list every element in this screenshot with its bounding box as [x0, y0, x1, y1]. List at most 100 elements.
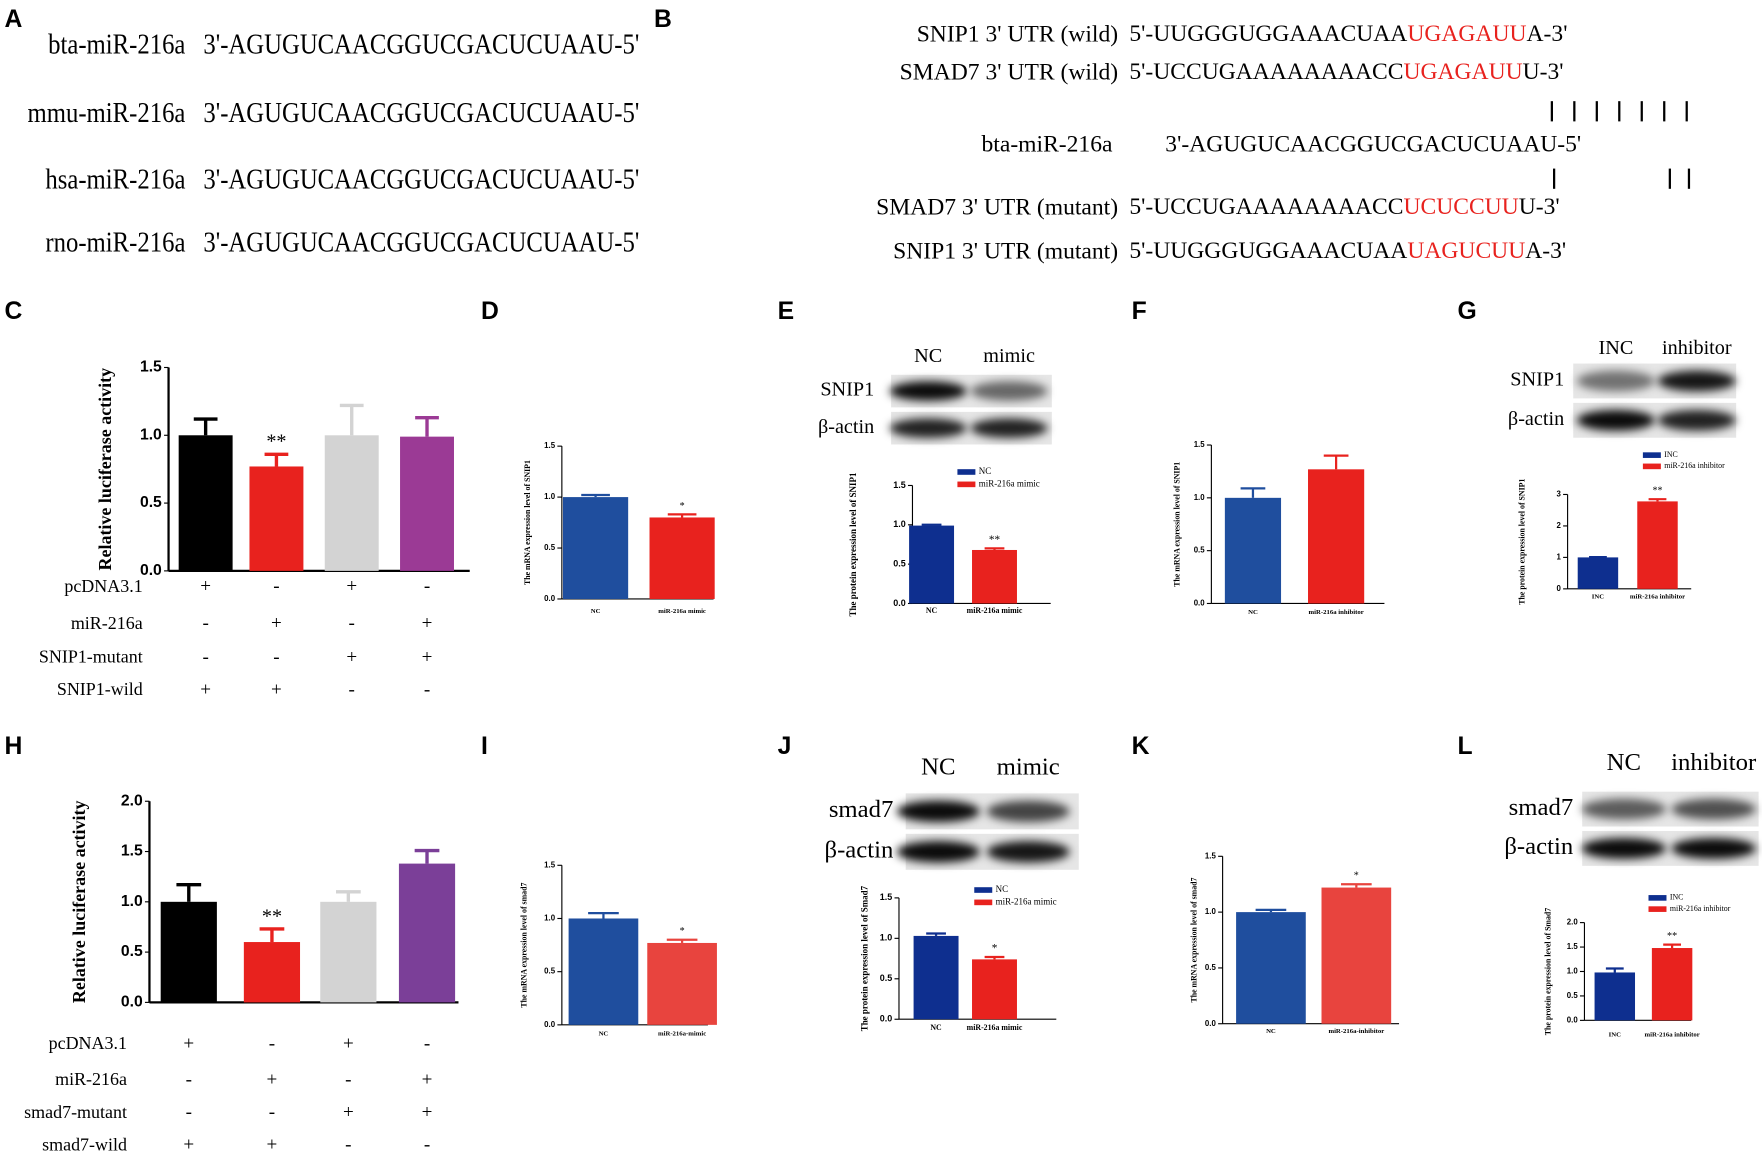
condition-sign: + [183, 1135, 194, 1153]
bar [1594, 972, 1636, 1021]
y-tick-label: 1.0 [140, 426, 162, 443]
condition-sign: + [346, 576, 357, 597]
utr-sequence: 5'-UUGGGUGGAAACUAAUAGUCUUA-3' [1129, 238, 1566, 264]
condition-sign: - [345, 1135, 351, 1153]
sequence-part: U-3' [1523, 60, 1564, 86]
condition-sign: + [271, 680, 282, 701]
blot-band [1657, 370, 1736, 392]
x-tick-label: miR-216a inhibitor [1645, 1032, 1700, 1039]
bar [972, 549, 1017, 604]
x-tick-label: miR-216a mimic [967, 1023, 1023, 1032]
bar [909, 525, 955, 604]
sequence-part: U-3' [1519, 194, 1560, 220]
seed-site: UGAGAUU [1403, 60, 1522, 86]
legend-swatch [957, 469, 976, 475]
y-tick-label: 0 [1556, 584, 1561, 593]
y-tick-label: 0.5 [880, 973, 892, 983]
legend-label: miR-216a inhibitor [1664, 461, 1725, 470]
y-tick-label: 0.0 [893, 598, 905, 608]
x-tick-label: miR-216a inhibitor [1630, 593, 1685, 600]
seed-site: UGAGAUU [1407, 21, 1526, 47]
y-tick-label: 0.5 [121, 943, 143, 960]
legend-label: INC [1670, 893, 1684, 902]
blot-band [970, 418, 1048, 438]
condition-sign: - [349, 613, 355, 634]
condition-sign: - [273, 647, 279, 668]
y-tick-label: 1.5 [544, 441, 556, 450]
legend-swatch [974, 887, 993, 893]
y-tick-label: 1.0 [1205, 907, 1217, 916]
y-tick-label: 1.5 [140, 359, 162, 376]
significance: * [1354, 871, 1359, 882]
condition-sign: - [349, 680, 355, 701]
y-tick-label: 3 [1556, 490, 1561, 499]
y-tick-label: 1.0 [893, 519, 905, 529]
x-tick-label: miR-216a inhibitor [1309, 609, 1364, 616]
y-tick-label: 1.0 [880, 933, 892, 943]
x-tick-label: miR-216a mimic [658, 608, 706, 615]
x-tick-label: NC [599, 1030, 609, 1037]
condition-sign: + [422, 613, 433, 634]
x-tick-label: INC [1609, 1032, 1621, 1039]
sequence-part: 5'-UUGGGUGGAAACUAA [1129, 21, 1407, 47]
y-tick-label: 1.0 [544, 492, 556, 501]
legend-label: miR-216a mimic [979, 478, 1040, 488]
condition-sign: - [424, 1135, 430, 1153]
mirna-name: mmu-miR-216a [28, 97, 186, 129]
y-axis-label: The mRNA expression level of smad7 [520, 883, 529, 1008]
condition-sign: + [183, 1033, 194, 1054]
bar [649, 517, 715, 599]
blot-band [986, 800, 1070, 823]
blot-lane-label: NC [1607, 749, 1641, 776]
condition-sign: + [422, 1069, 433, 1090]
significance: ** [989, 534, 1001, 546]
seed-site: UCUCCUU [1403, 194, 1518, 220]
condition-sign: + [343, 1033, 354, 1054]
y-tick-label: 1.5 [121, 843, 143, 860]
mirna-name: rno-miR-216a [45, 226, 185, 258]
blot-band [1576, 370, 1656, 392]
legend-label: NC [996, 884, 1008, 894]
condition-label: SNIP1-wild [57, 679, 143, 699]
blot-lane-label: mimic [997, 753, 1060, 780]
blot-row-label: smad7 [829, 796, 894, 823]
y-tick-label: 1.5 [1205, 851, 1217, 860]
x-tick-label: NC [591, 608, 601, 615]
condition-sign: + [267, 1135, 278, 1153]
blot-lane-label: NC [914, 345, 942, 367]
condition-label: pcDNA3.1 [49, 1033, 127, 1053]
condition-sign: + [422, 647, 433, 668]
utr-name: SNIP1 3' UTR (wild) [917, 21, 1118, 47]
panel-letter: G [1457, 298, 1476, 325]
condition-sign: - [273, 576, 279, 597]
legend-label: INC [1664, 450, 1678, 459]
x-tick-label: INC [1592, 593, 1604, 600]
condition-sign: + [271, 613, 282, 634]
y-tick-label: 0.0 [140, 562, 162, 579]
legend-label: miR-216a inhibitor [1670, 904, 1731, 913]
mirna-name: bta-miR-216a [982, 132, 1113, 158]
panel-letter: K [1132, 733, 1150, 760]
condition-label: miR-216a [71, 613, 143, 633]
y-tick-label: 0.0 [544, 594, 556, 603]
mirna-sequence: 3'-AGUGUCAACGGUCGACUCUAAU-5' [203, 97, 639, 129]
condition-sign: + [200, 680, 211, 701]
y-tick-label: 0.5 [1205, 963, 1217, 972]
condition-sign: - [186, 1102, 192, 1123]
blot-band [1671, 798, 1757, 820]
legend-swatch [957, 481, 976, 488]
condition-label: miR-216a [55, 1069, 127, 1089]
blot-band [889, 418, 967, 438]
bar [160, 901, 217, 1003]
bar [568, 918, 639, 1025]
y-tick-label: 0.0 [880, 1014, 892, 1024]
panel-letter: A [4, 6, 22, 33]
blot-lane-label: NC [921, 753, 955, 780]
bar [400, 436, 454, 571]
blot-lane-label: mimic [983, 345, 1035, 367]
significance: * [680, 926, 685, 937]
mirna-sequence: 3'-AGUGUCAACGGUCGACUCUAAU-5' [1165, 132, 1581, 158]
blot-band [986, 841, 1070, 863]
y-tick-label: 1.0 [544, 914, 556, 923]
